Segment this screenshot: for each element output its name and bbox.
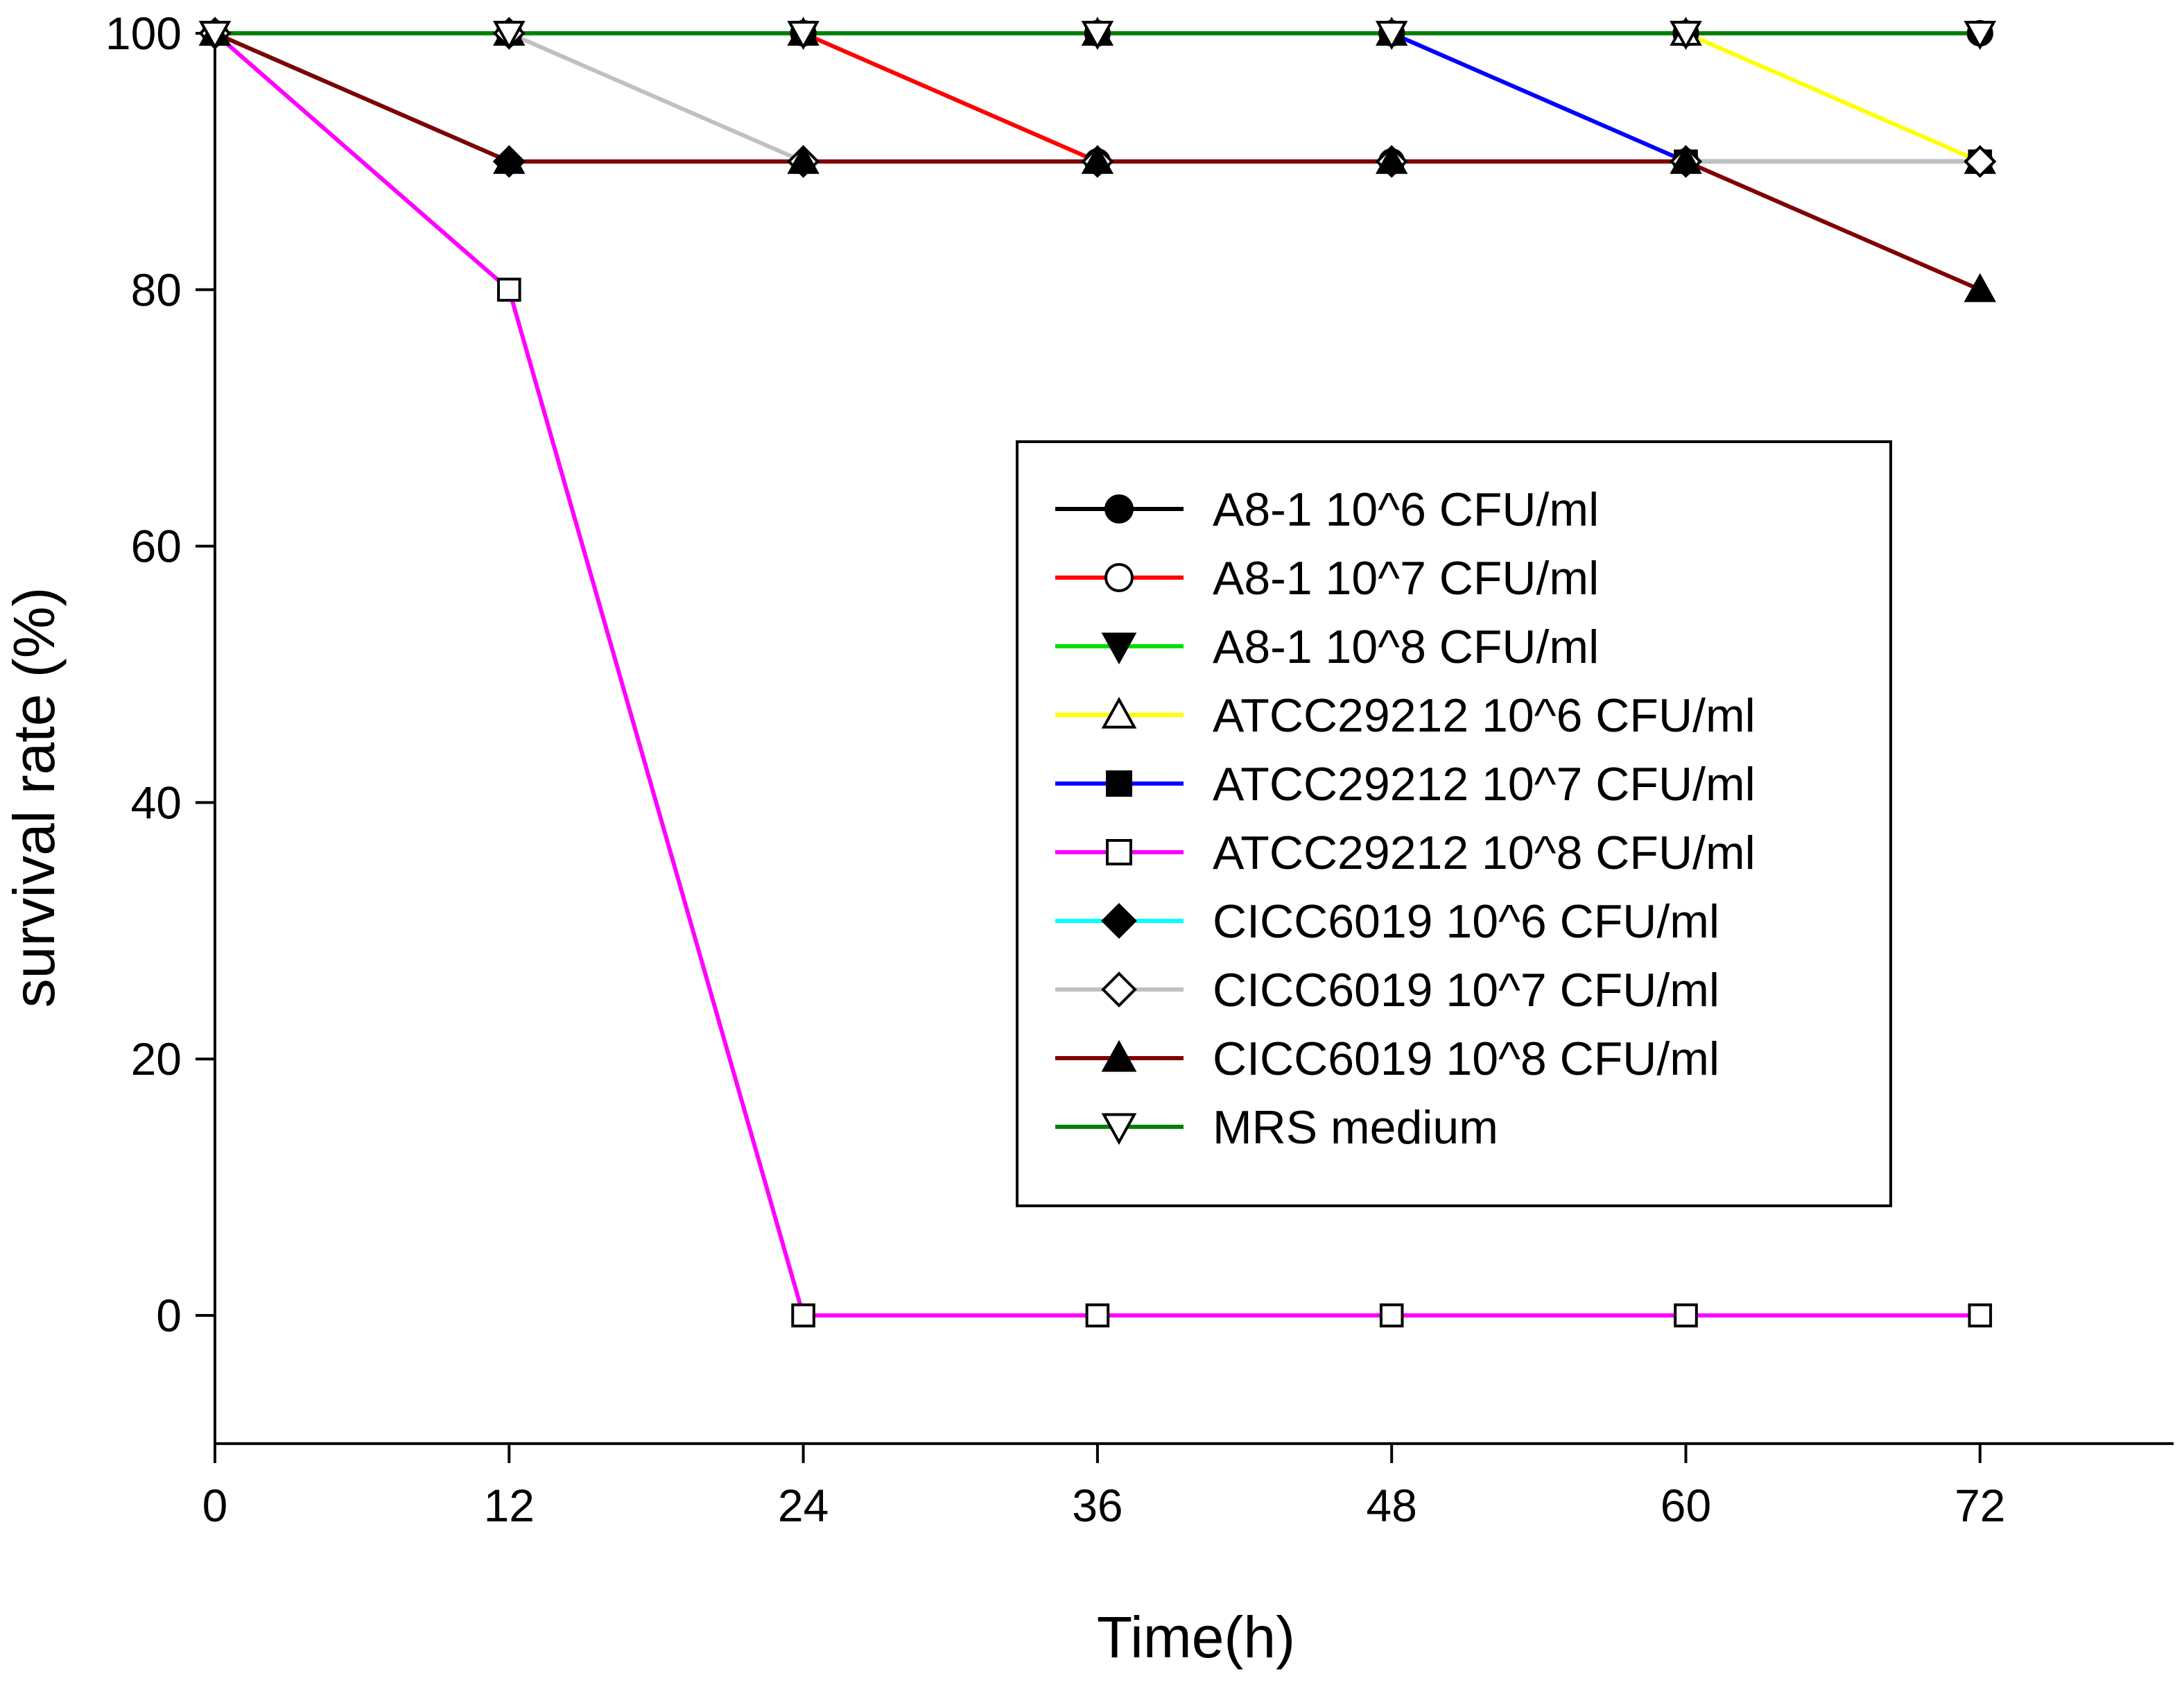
x-tick-label: 12 bbox=[484, 1480, 535, 1531]
series-6 bbox=[214, 31, 1980, 164]
y-tick-label: 80 bbox=[131, 264, 182, 316]
legend-label: A8-1 10^7 CFU/ml bbox=[1213, 552, 1599, 605]
data-point bbox=[787, 21, 820, 50]
x-tick-label: 48 bbox=[1366, 1480, 1416, 1531]
y-tick-label: 40 bbox=[131, 777, 182, 828]
legend-marker bbox=[1101, 1113, 1137, 1146]
series-7 bbox=[215, 31, 1980, 164]
legend-item: A8-1 10^8 CFU/ml bbox=[1055, 621, 1599, 673]
y-tick-label: 20 bbox=[131, 1033, 182, 1085]
data-point bbox=[1964, 145, 1997, 178]
series-4 bbox=[215, 31, 1980, 164]
data-point bbox=[1085, 1303, 1110, 1328]
series-3 bbox=[215, 31, 1981, 164]
legend-marker bbox=[1104, 563, 1134, 592]
legend-item: MRS medium bbox=[1055, 1101, 1498, 1154]
legend-marker bbox=[1101, 632, 1137, 665]
legend-marker bbox=[1101, 1039, 1137, 1072]
data-point bbox=[1674, 1303, 1698, 1328]
data-point bbox=[1081, 21, 1114, 50]
x-tick-label: 0 bbox=[202, 1480, 228, 1531]
series-markers-9 bbox=[198, 21, 1996, 50]
legend-box bbox=[1016, 440, 1892, 1207]
legend-label: MRS medium bbox=[1213, 1101, 1498, 1154]
data-point bbox=[198, 21, 232, 50]
legend-item: CICC6019 10^6 CFU/ml bbox=[1055, 895, 1719, 948]
legend-label: A8-1 10^6 CFU/ml bbox=[1213, 483, 1599, 536]
series-line bbox=[215, 31, 1980, 164]
y-tick-label: 0 bbox=[156, 1290, 182, 1341]
data-point bbox=[1081, 144, 1114, 174]
legend-label: A8-1 10^8 CFU/ml bbox=[1213, 621, 1599, 673]
legend-marker bbox=[1101, 696, 1137, 729]
data-point bbox=[1379, 1303, 1404, 1328]
x-tick-label: 36 bbox=[1072, 1480, 1123, 1531]
data-point bbox=[1968, 1303, 1993, 1328]
y-axis-title: survival rate (%) bbox=[1, 587, 67, 1008]
legend-item: A8-1 10^7 CFU/ml bbox=[1055, 552, 1599, 605]
data-point bbox=[497, 277, 521, 302]
legend-marker bbox=[1106, 770, 1132, 797]
legend-label: ATCC29212 10^6 CFU/ml bbox=[1213, 689, 1756, 742]
legend-marker bbox=[1104, 494, 1134, 524]
series-line bbox=[214, 31, 1980, 164]
data-point bbox=[791, 1303, 815, 1328]
y-tick-label: 60 bbox=[131, 521, 182, 572]
data-point bbox=[493, 144, 526, 174]
x-tick-label: 72 bbox=[1955, 1480, 2005, 1531]
data-point bbox=[1670, 21, 1702, 50]
legend-item: CICC6019 10^7 CFU/ml bbox=[1055, 964, 1719, 1017]
data-point bbox=[1376, 21, 1408, 50]
legend-item: ATCC29212 10^7 CFU/ml bbox=[1055, 758, 1756, 811]
data-point bbox=[787, 144, 820, 174]
data-point bbox=[1376, 144, 1408, 174]
y-tick-label: 100 bbox=[105, 8, 182, 59]
legend-item: CICC6019 10^8 CFU/ml bbox=[1055, 1032, 1719, 1085]
legend-label: CICC6019 10^7 CFU/ml bbox=[1213, 964, 1719, 1017]
legend-marker bbox=[1101, 971, 1137, 1008]
legend-label: CICC6019 10^6 CFU/ml bbox=[1213, 895, 1719, 948]
x-tick-label: 24 bbox=[778, 1480, 829, 1531]
legend-marker bbox=[1101, 903, 1137, 939]
series-line bbox=[215, 31, 1980, 164]
series-line bbox=[215, 31, 1981, 164]
data-point bbox=[1964, 273, 1996, 302]
legend-item: ATCC29212 10^6 CFU/ml bbox=[1055, 689, 1756, 742]
series-line bbox=[215, 31, 1980, 164]
legend-item: ATCC29212 10^8 CFU/ml bbox=[1055, 827, 1756, 879]
data-point bbox=[1670, 144, 1702, 174]
legend-marker bbox=[1106, 839, 1132, 865]
data-point bbox=[1964, 21, 1996, 50]
legend-label: ATCC29212 10^8 CFU/ml bbox=[1213, 827, 1756, 879]
series-1 bbox=[215, 31, 1980, 164]
legend-label: ATCC29212 10^7 CFU/ml bbox=[1213, 758, 1756, 811]
data-point bbox=[493, 21, 526, 50]
x-axis-title: Time(h) bbox=[1097, 1605, 1295, 1670]
legend-label: CICC6019 10^8 CFU/ml bbox=[1213, 1032, 1719, 1085]
x-tick-label: 60 bbox=[1661, 1480, 1711, 1531]
legend-item: A8-1 10^6 CFU/ml bbox=[1055, 483, 1599, 536]
